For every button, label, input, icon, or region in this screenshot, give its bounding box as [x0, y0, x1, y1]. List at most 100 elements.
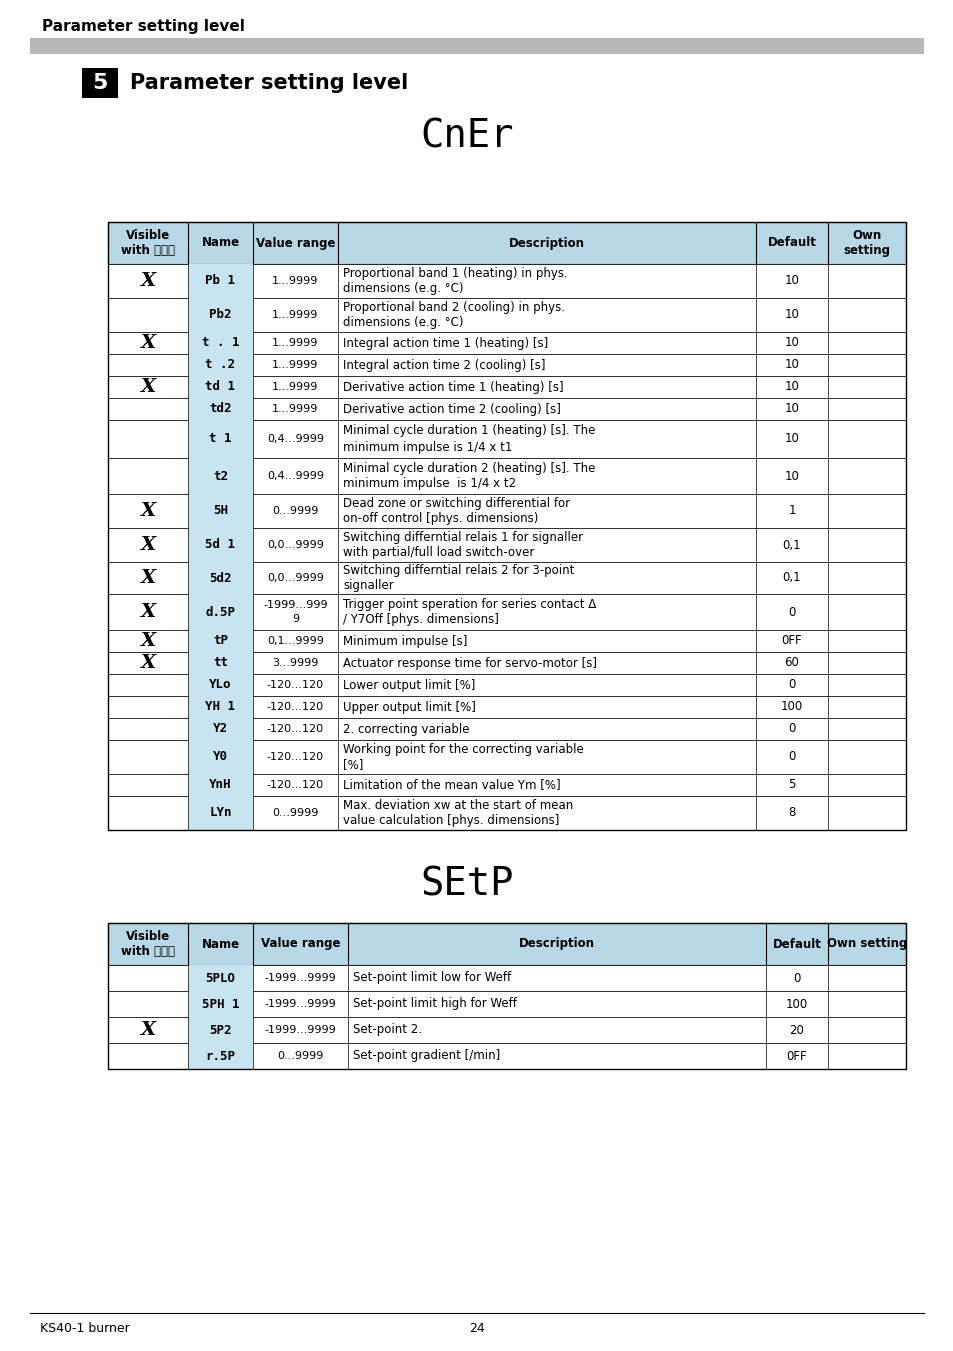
Text: Minimum impulse [s]: Minimum impulse [s]	[343, 635, 467, 647]
Text: Value range: Value range	[255, 236, 335, 250]
Text: 100: 100	[785, 997, 807, 1011]
Text: 10: 10	[783, 403, 799, 416]
Bar	[188, 774, 253, 796]
Bar	[108, 458, 905, 494]
Text: 0: 0	[793, 971, 800, 985]
Bar	[108, 653, 905, 674]
Text: 1: 1	[787, 504, 795, 517]
Text: 10: 10	[783, 336, 799, 350]
Text: 0,4...9999: 0,4...9999	[267, 434, 324, 444]
Bar	[188, 796, 253, 830]
Bar	[108, 399, 905, 420]
Bar	[108, 222, 905, 263]
Text: 5P2: 5P2	[209, 1024, 232, 1036]
Text: Derivative action time 2 (cooling) [s]: Derivative action time 2 (cooling) [s]	[343, 403, 560, 416]
Text: Own
setting: Own setting	[842, 230, 889, 257]
Text: 10: 10	[783, 432, 799, 446]
Bar	[188, 965, 253, 992]
Text: 60: 60	[783, 657, 799, 670]
Text: SEtP: SEtP	[420, 866, 514, 904]
Text: Limitation of the mean value Ym [%]: Limitation of the mean value Ym [%]	[343, 778, 560, 792]
Bar	[188, 562, 253, 594]
Text: on-off control [phys. dimensions): on-off control [phys. dimensions)	[343, 512, 537, 526]
Text: X: X	[140, 1021, 155, 1039]
Text: X: X	[140, 272, 155, 290]
Text: r.5P: r.5P	[205, 1050, 235, 1062]
Bar	[108, 263, 905, 299]
Text: 0: 0	[787, 751, 795, 763]
Text: 1...9999: 1...9999	[272, 404, 318, 413]
Text: 0: 0	[787, 605, 795, 619]
Text: 0,0...9999: 0,0...9999	[267, 573, 324, 584]
Text: t . 1: t . 1	[201, 336, 239, 350]
Text: Working point for the correcting variable: Working point for the correcting variabl…	[343, 743, 583, 757]
Bar	[108, 222, 905, 830]
Bar	[108, 965, 905, 992]
Text: X: X	[140, 503, 155, 520]
Bar	[108, 774, 905, 796]
Text: Derivative action time 1 (heating) [s]: Derivative action time 1 (heating) [s]	[343, 381, 563, 393]
Text: Visible
with ⓈⒸⒸ: Visible with ⓈⒸⒸ	[121, 929, 174, 958]
Text: Minimal cycle duration 1 (heating) [s]. The: Minimal cycle duration 1 (heating) [s]. …	[343, 424, 595, 438]
Bar	[108, 696, 905, 717]
Bar	[108, 630, 905, 653]
Bar	[188, 630, 253, 653]
Text: 3...9999: 3...9999	[272, 658, 318, 667]
Text: 1...9999: 1...9999	[272, 359, 318, 370]
Text: [%]: [%]	[343, 758, 363, 771]
Text: Set-point gradient [/min]: Set-point gradient [/min]	[353, 1050, 499, 1062]
Text: Dead zone or switching differential for: Dead zone or switching differential for	[343, 497, 570, 511]
Bar	[188, 674, 253, 696]
Text: 5d 1: 5d 1	[205, 539, 235, 551]
Bar	[108, 332, 905, 354]
Text: 1...9999: 1...9999	[272, 382, 318, 392]
Text: -120...120: -120...120	[267, 680, 324, 690]
Text: t .2: t .2	[205, 358, 235, 372]
Text: X: X	[140, 603, 155, 621]
Text: minimum impulse is 1/4 x t1: minimum impulse is 1/4 x t1	[343, 440, 512, 454]
Text: 1...9999: 1...9999	[272, 338, 318, 349]
Text: td2: td2	[209, 403, 232, 416]
Bar	[188, 1017, 253, 1043]
Text: 10: 10	[783, 470, 799, 482]
Text: 5PLO: 5PLO	[205, 971, 235, 985]
Text: KS40-1 burner: KS40-1 burner	[40, 1323, 130, 1336]
Bar	[188, 263, 253, 299]
Text: 10: 10	[783, 274, 799, 288]
Text: 2. correcting variable: 2. correcting variable	[343, 723, 469, 735]
Text: CnEr: CnEr	[420, 118, 514, 155]
Bar	[108, 354, 905, 376]
Text: 0FF: 0FF	[786, 1050, 806, 1062]
Bar	[188, 420, 253, 458]
Text: 10: 10	[783, 381, 799, 393]
Text: t2: t2	[213, 470, 228, 482]
Bar	[188, 1043, 253, 1069]
Text: 5PH 1: 5PH 1	[201, 997, 239, 1011]
Bar	[108, 420, 905, 458]
Text: Visible
with ⓈⒸⒸ: Visible with ⓈⒸⒸ	[121, 230, 174, 257]
Text: 0,1...9999: 0,1...9999	[267, 636, 324, 646]
Text: Pb2: Pb2	[209, 308, 232, 322]
Text: YH 1: YH 1	[205, 701, 235, 713]
Text: dimensions (e.g. °C): dimensions (e.g. °C)	[343, 316, 463, 330]
Bar	[188, 696, 253, 717]
Text: Value range: Value range	[260, 938, 340, 951]
Text: Integral action time 1 (heating) [s]: Integral action time 1 (heating) [s]	[343, 336, 548, 350]
Bar	[108, 674, 905, 696]
Text: X: X	[140, 654, 155, 671]
Text: -120...120: -120...120	[267, 753, 324, 762]
Text: 5H: 5H	[213, 504, 228, 517]
Text: Trigger point speration for series contact Δ: Trigger point speration for series conta…	[343, 597, 596, 611]
Bar	[108, 1017, 905, 1043]
Text: X: X	[140, 536, 155, 554]
Text: 8: 8	[787, 807, 795, 820]
Bar	[108, 376, 905, 399]
Text: Own setting: Own setting	[826, 938, 906, 951]
Text: t 1: t 1	[209, 432, 232, 446]
Bar	[108, 717, 905, 740]
Text: Description: Description	[518, 938, 595, 951]
Text: X: X	[140, 632, 155, 650]
Text: Integral action time 2 (cooling) [s]: Integral action time 2 (cooling) [s]	[343, 358, 545, 372]
Text: Proportional band 2 (cooling) in phys.: Proportional band 2 (cooling) in phys.	[343, 301, 564, 313]
Text: 0: 0	[787, 723, 795, 735]
